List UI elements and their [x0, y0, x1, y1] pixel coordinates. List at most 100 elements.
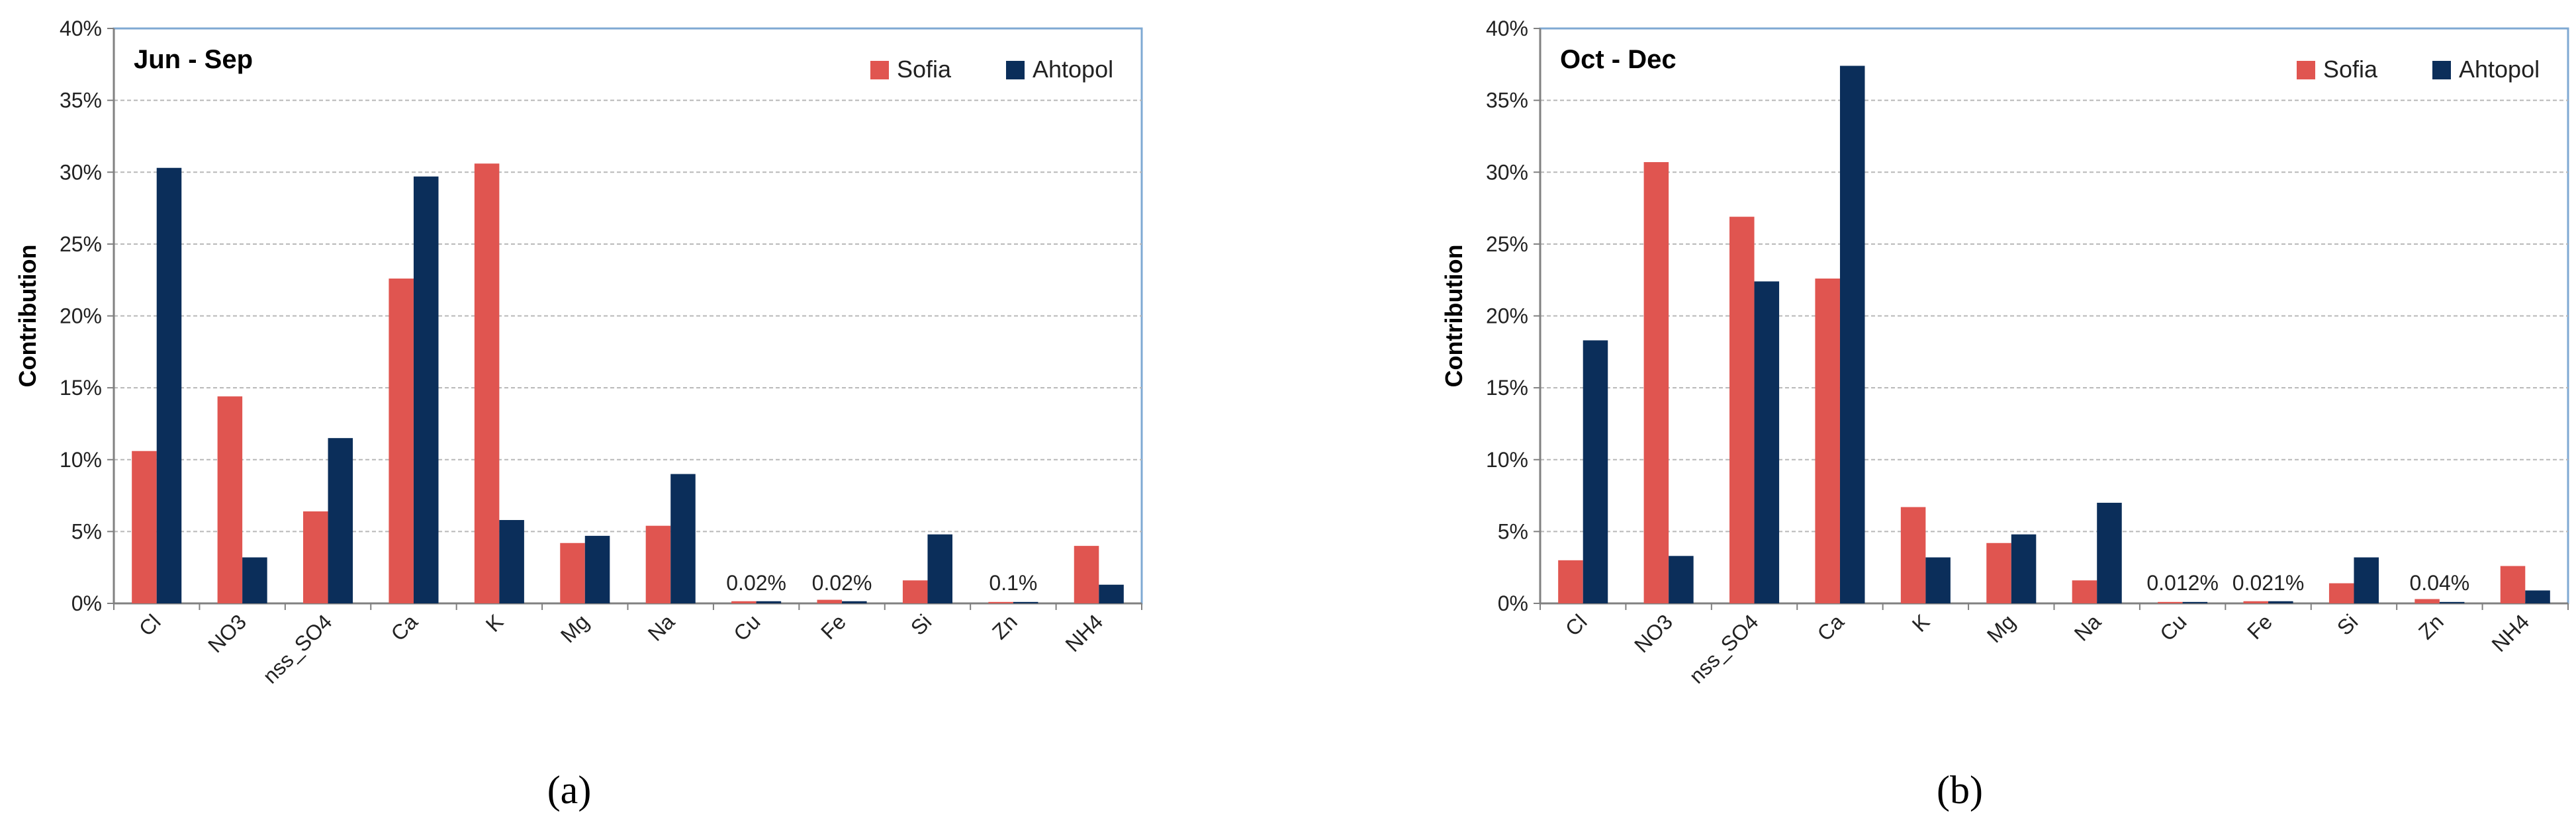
- bar-ahtopol-nss_so4: [328, 438, 353, 603]
- bar-sofia-mg: [560, 543, 585, 603]
- annotation-label: 0.04%: [2410, 571, 2470, 595]
- bar-ahtopol-nh4: [1099, 584, 1124, 603]
- bar-ahtopol-zn: [2439, 601, 2465, 603]
- bar-ahtopol-cu: [756, 601, 782, 603]
- bar-sofia-na: [645, 525, 671, 603]
- bar-sofia-si: [902, 580, 928, 603]
- bar-ahtopol-mg: [584, 535, 610, 603]
- bar-sofia-zn: [988, 601, 1013, 603]
- chart-jun-sep: 0% 5% 10% 15% 20% 25% 30% 35% 40% Contribution Jun…: [14, 17, 1143, 688]
- bar-ahtopol-si: [927, 534, 952, 603]
- x-tick-label: Cu: [2155, 609, 2191, 645]
- chart-title: Oct - Dec: [1560, 45, 1677, 74]
- x-tick-label: nss_SO4: [258, 609, 337, 688]
- y-axis-label: Contribution: [14, 245, 41, 388]
- y-tick-label: 10%: [60, 448, 102, 472]
- bar-sofia-fe: [817, 599, 843, 603]
- y-tick-label: 5%: [1498, 519, 1528, 543]
- x-tick-label: Cl: [134, 609, 165, 640]
- chart-panel-b: 0% 5% 10% 15% 20% 25% 30% 35% 40% Contribution Oct…: [1288, 0, 2576, 827]
- bar-ahtopol-ca: [1839, 65, 1865, 604]
- bar-sofia-si: [2328, 583, 2354, 603]
- x-tick-label: NH4: [1061, 609, 1108, 656]
- x-tick-label: NO3: [203, 609, 251, 657]
- x-tick-label: Si: [906, 609, 937, 640]
- x-tick-label: Mg: [1982, 609, 2020, 647]
- bar-ahtopol-fe: [2268, 601, 2293, 603]
- annotation-label: 0.1%: [989, 571, 1037, 595]
- legend-label-sofia: Sofia: [897, 56, 952, 83]
- legend-label-ahtopol: Ahtopol: [2459, 56, 2540, 83]
- chart-oct-dec: 0% 5% 10% 15% 20% 25% 30% 35% 40% Contribution Oct…: [1440, 17, 2569, 688]
- annotation-label: 0.021%: [2232, 571, 2305, 595]
- y-tick-label: 25%: [60, 232, 102, 256]
- bar-sofia-nss_so4: [303, 511, 328, 603]
- bar-sofia-cu: [731, 601, 757, 603]
- bar-ahtopol-nss_so4: [1754, 281, 1780, 603]
- legend-swatch-ahtopol: [1006, 61, 1025, 79]
- bar-ahtopol-fe: [842, 601, 867, 603]
- bar-ahtopol-na: [2097, 502, 2122, 603]
- legend-swatch-ahtopol: [2432, 61, 2451, 79]
- y-tick-label: 40%: [1486, 17, 1528, 40]
- x-tick-label: Fe: [2242, 609, 2277, 644]
- bar-ahtopol-na: [670, 474, 696, 603]
- bar-sofia-mg: [1986, 543, 2011, 603]
- bar-ahtopol-cl: [1583, 340, 1608, 603]
- x-tick-label: NH4: [2487, 609, 2534, 656]
- y-tick-label: 20%: [60, 304, 102, 328]
- x-tick-label: Zn: [988, 609, 1022, 644]
- figure-caption-b: (b): [1937, 768, 1983, 812]
- x-tick-label: Na: [643, 609, 680, 646]
- y-tick-label: 0%: [71, 591, 102, 615]
- bar-sofia-ca: [1815, 279, 1840, 603]
- x-tick-label: Si: [2332, 609, 2363, 640]
- bar-ahtopol-no3: [242, 557, 267, 603]
- bar-sofia-nss_so4: [1729, 216, 1755, 603]
- annotation-label: 0.02%: [726, 571, 786, 595]
- x-tick-label: Cu: [729, 609, 764, 645]
- x-tick-label: Ca: [387, 609, 423, 646]
- x-tick-label: Cl: [1561, 609, 1592, 640]
- bar-sofia-na: [2072, 580, 2097, 603]
- y-tick-label: 15%: [1486, 376, 1528, 400]
- bar-ahtopol-si: [2354, 557, 2379, 603]
- y-tick-label: 35%: [1486, 89, 1528, 112]
- annotation-label: 0.02%: [812, 571, 872, 595]
- bar-ahtopol-zn: [1013, 601, 1038, 603]
- x-tick-label: K: [1908, 609, 1935, 636]
- y-tick-label: 35%: [60, 89, 102, 112]
- bar-ahtopol-k: [499, 519, 524, 603]
- y-tick-label: 10%: [1486, 448, 1528, 472]
- y-tick-label: 30%: [60, 160, 102, 184]
- annotation-label: 0.012%: [2146, 571, 2219, 595]
- bar-sofia-fe: [2243, 601, 2269, 603]
- bar-ahtopol-mg: [2011, 534, 2037, 603]
- bar-sofia-cu: [2158, 601, 2183, 603]
- legend-label-sofia: Sofia: [2323, 56, 2378, 83]
- bar-sofia-nh4: [1074, 546, 1099, 603]
- y-axis-label: Contribution: [1440, 245, 1467, 388]
- x-tick-label: nss_SO4: [1684, 609, 1763, 688]
- bar-sofia-cl: [1558, 560, 1583, 603]
- bar-ahtopol-cu: [2182, 601, 2208, 603]
- y-tick-label: 30%: [1486, 160, 1528, 184]
- x-tick-label: K: [481, 609, 508, 636]
- bar-sofia-nh4: [2500, 566, 2526, 603]
- chart-panel-a: 0% 5% 10% 15% 20% 25% 30% 35% 40% Contribution Jun…: [14, 17, 1143, 812]
- x-tick-label: Mg: [556, 609, 594, 647]
- x-tick-label: Zn: [2414, 609, 2448, 644]
- legend-swatch-sofia: [870, 61, 889, 79]
- bar-sofia-zn: [2415, 599, 2440, 603]
- y-tick-label: 25%: [1486, 232, 1528, 256]
- x-tick-label: NO3: [1630, 609, 1677, 657]
- legend-label-ahtopol: Ahtopol: [1033, 56, 1113, 83]
- bar-sofia-no3: [217, 396, 243, 603]
- y-tick-label: 20%: [1486, 304, 1528, 328]
- y-tick-label: 0%: [1498, 591, 1528, 615]
- bar-ahtopol-cl: [156, 167, 182, 604]
- y-tick-label: 15%: [60, 376, 102, 400]
- bar-ahtopol-no3: [1669, 556, 1694, 603]
- x-tick-label: Fe: [816, 609, 851, 644]
- chart-title: Jun - Sep: [134, 45, 253, 74]
